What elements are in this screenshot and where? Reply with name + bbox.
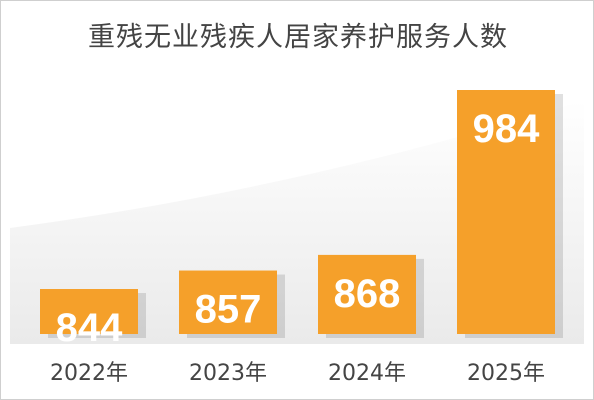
bar-2022年 — [40, 289, 138, 334]
data-label: 844 — [56, 306, 123, 350]
bar-2023年 — [179, 270, 277, 334]
category-label: 2025年 — [467, 361, 545, 386]
data-label: 857 — [195, 288, 262, 332]
category-label: 2023年 — [189, 361, 267, 386]
bar-2024年 — [318, 254, 416, 334]
data-label: 868 — [334, 272, 401, 316]
chart-backdrop — [10, 100, 584, 344]
category-label: 2022年 — [50, 361, 128, 386]
bars-layer: 844 2022年 857 2023年 868 2024年 984 2025年 — [40, 90, 563, 386]
data-label: 984 — [473, 107, 540, 151]
chart-title: 重残无业残疾人居家养护服务人数 — [88, 22, 508, 53]
bar-2025年 — [457, 90, 555, 334]
category-label: 2024年 — [328, 361, 406, 386]
